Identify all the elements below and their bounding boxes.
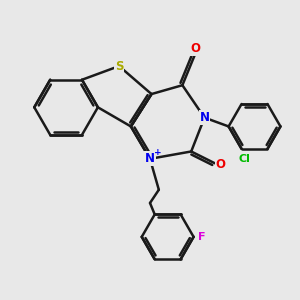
Text: +: + [154,148,162,157]
Text: S: S [115,60,123,73]
Text: N: N [145,152,155,165]
Text: Cl: Cl [238,154,250,164]
Text: O: O [190,42,201,55]
Text: N: N [200,111,209,124]
Text: F: F [198,232,206,242]
Text: O: O [216,158,226,171]
